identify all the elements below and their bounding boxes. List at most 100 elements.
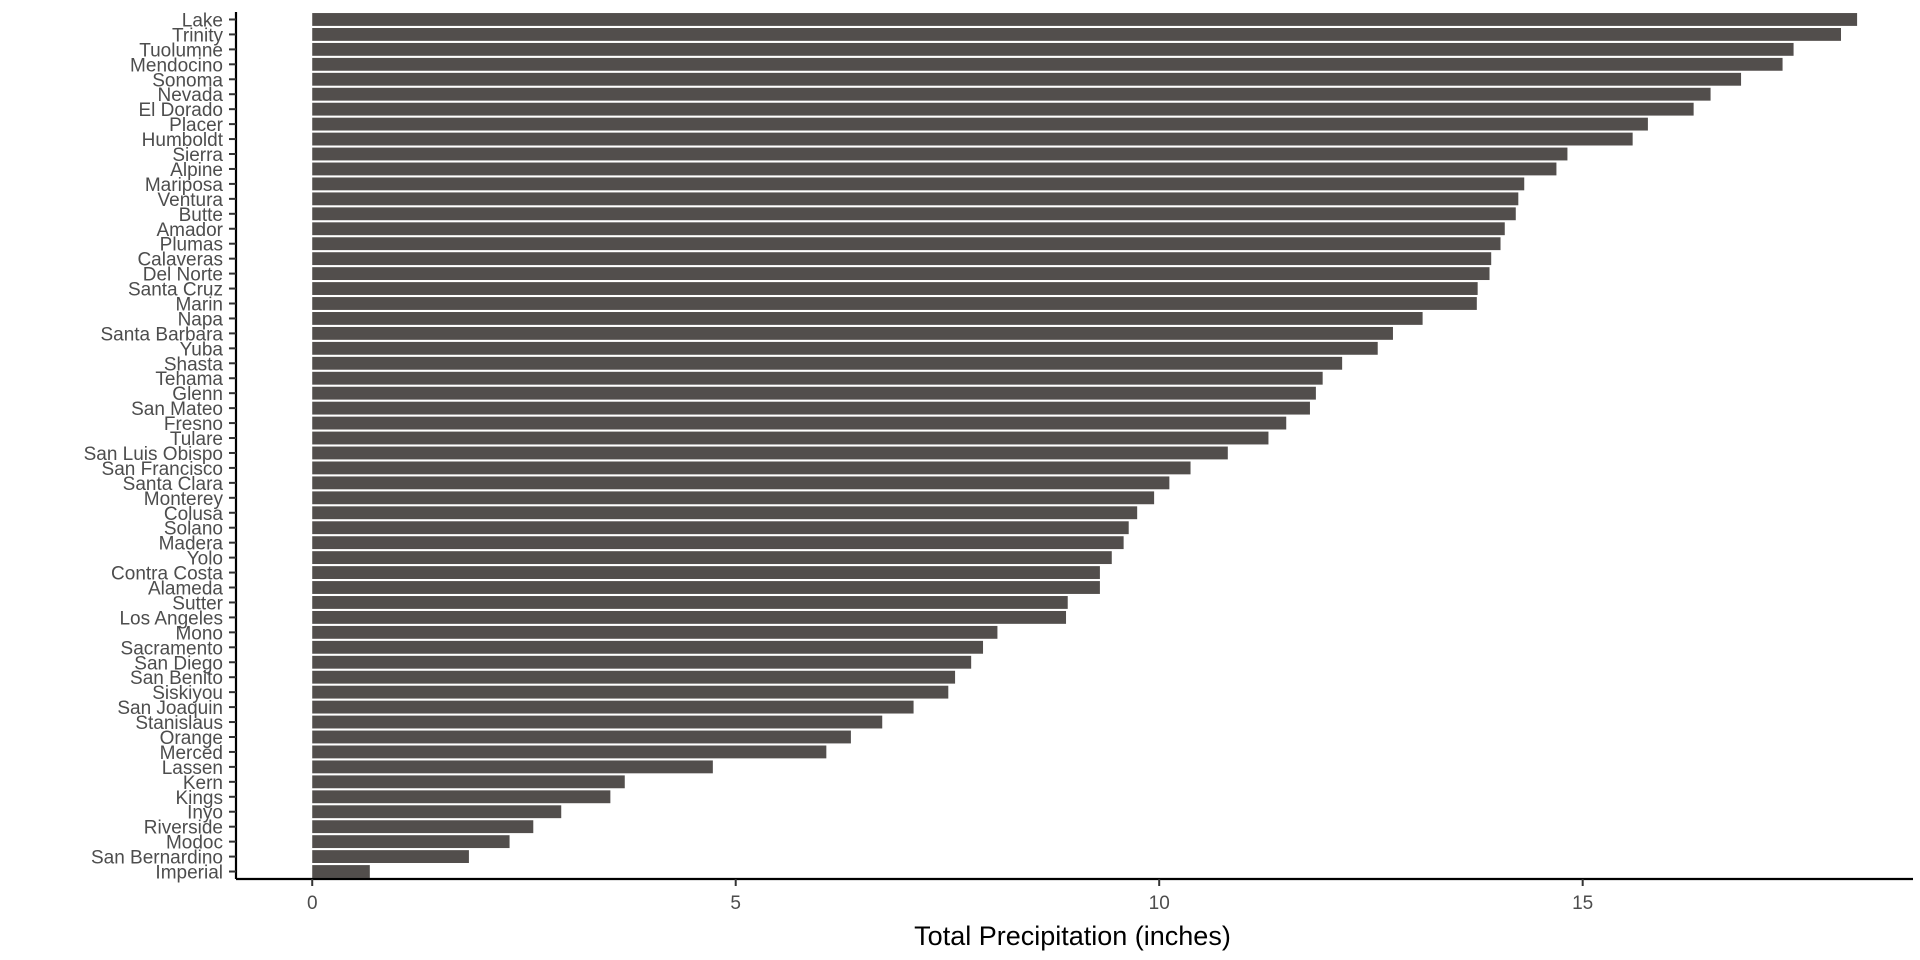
bar — [312, 192, 1519, 206]
category-label: Alameda — [148, 579, 223, 600]
category-label: Sacramento — [121, 638, 223, 659]
bar — [312, 865, 370, 878]
category-label: Fresno — [164, 414, 223, 435]
category-label: Mendocino — [130, 55, 223, 76]
category-label: Mariposa — [145, 175, 224, 196]
category-label: Colusa — [164, 504, 224, 525]
category-label: Modoc — [166, 833, 223, 854]
x-axis-ticks: 0 5 10 15 — [307, 879, 1593, 914]
category-label: Monterey — [144, 489, 224, 510]
bar — [312, 27, 1842, 41]
bar — [312, 760, 713, 774]
category-label: Calaveras — [137, 250, 223, 271]
bar — [312, 341, 1378, 355]
bar — [312, 401, 1310, 415]
bar — [312, 461, 1191, 475]
bar — [312, 491, 1155, 505]
bar — [312, 476, 1170, 490]
bar — [312, 371, 1323, 385]
bar — [312, 297, 1477, 310]
category-label: Marin — [175, 294, 223, 315]
bar — [312, 72, 1742, 86]
category-label: Los Angeles — [119, 608, 223, 629]
y-axis-ticks — [229, 18, 236, 873]
bar — [312, 237, 1501, 251]
bar — [312, 700, 914, 714]
bar — [312, 730, 851, 744]
bar — [312, 685, 949, 699]
bar — [312, 581, 1100, 594]
category-label: San Bernardino — [91, 848, 223, 869]
category-label: San Luis Obispo — [84, 444, 223, 465]
category-label: Siskiyou — [152, 683, 223, 704]
category-label: Tuolumne — [139, 40, 223, 61]
bar — [312, 177, 1525, 191]
category-label: San Joaquin — [117, 698, 223, 719]
bar — [312, 386, 1316, 400]
bar — [312, 596, 1068, 609]
bars-group — [312, 13, 1858, 878]
x-tick-label: 5 — [730, 893, 741, 914]
bar — [312, 446, 1228, 460]
x-tick-label: 10 — [1149, 893, 1170, 914]
bar — [312, 655, 972, 669]
bar — [312, 506, 1138, 520]
category-label: Yolo — [187, 549, 223, 570]
category-label: Del Norte — [143, 265, 223, 286]
bar — [312, 132, 1633, 146]
bar — [312, 356, 1343, 370]
category-label: Mono — [175, 623, 223, 644]
x-tick-label: 0 — [307, 893, 318, 914]
category-label: Merced — [160, 743, 223, 764]
category-label: Madera — [159, 534, 224, 555]
category-label: Glenn — [172, 384, 223, 405]
category-label: Solano — [164, 519, 223, 540]
category-label: Placer — [169, 115, 224, 136]
category-label: Tehama — [155, 369, 223, 390]
category-label: Stanislaus — [135, 713, 223, 734]
bar — [312, 551, 1112, 565]
category-label: Shasta — [164, 354, 224, 375]
bar — [312, 222, 1505, 236]
category-label: Plumas — [160, 235, 223, 256]
bar — [312, 102, 1694, 116]
bar — [312, 42, 1794, 56]
bar — [312, 147, 1568, 161]
bar — [312, 162, 1557, 176]
category-label: San Benito — [130, 668, 223, 689]
category-label: Alpine — [170, 160, 223, 181]
category-label: Tulare — [170, 429, 223, 450]
category-label: Sierra — [172, 145, 223, 166]
bar — [312, 850, 469, 864]
category-label: Napa — [178, 309, 224, 330]
category-label: Yuba — [180, 339, 224, 360]
category-label: Ventura — [158, 190, 224, 211]
category-label: Lassen — [162, 758, 223, 779]
category-label: Humboldt — [142, 130, 224, 151]
bar — [312, 416, 1287, 430]
category-label: Sutter — [172, 593, 223, 614]
category-label: Riverside — [144, 818, 223, 839]
category-label: Orange — [160, 728, 223, 749]
bar — [312, 670, 956, 684]
bar — [312, 431, 1269, 445]
bar — [312, 117, 1648, 131]
bar — [312, 282, 1478, 295]
bar — [312, 207, 1516, 221]
category-label: Inyo — [187, 803, 223, 824]
bar — [312, 252, 1492, 266]
category-label: San Diego — [134, 653, 223, 674]
bar — [312, 610, 1067, 624]
category-label: San Mateo — [131, 399, 223, 420]
category-label: Butte — [179, 205, 223, 226]
category-label: Kings — [175, 788, 223, 809]
category-label: Imperial — [155, 863, 223, 884]
bar — [312, 536, 1124, 550]
bar — [312, 267, 1490, 281]
bar — [312, 835, 510, 849]
category-label: Lake — [182, 10, 223, 31]
bar — [312, 625, 998, 639]
category-label: Trinity — [172, 25, 224, 46]
bar — [312, 745, 827, 759]
bar — [312, 715, 883, 729]
